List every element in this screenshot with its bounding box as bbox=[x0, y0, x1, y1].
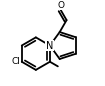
Text: N: N bbox=[46, 41, 54, 50]
Text: Cl: Cl bbox=[11, 57, 20, 66]
Text: O: O bbox=[57, 1, 64, 10]
